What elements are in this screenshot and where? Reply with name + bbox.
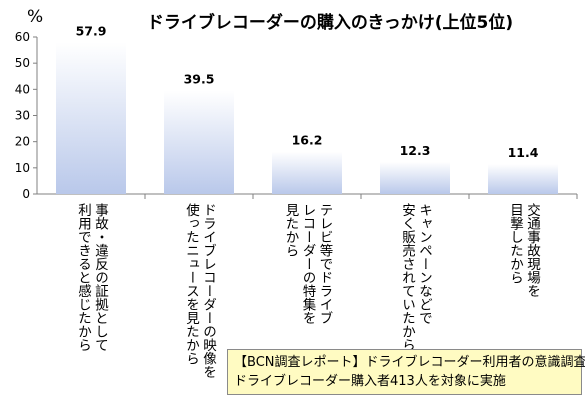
data-label: 39.5: [184, 72, 215, 87]
survey-note: 【BCN調査レポート】ドライブレコーダー利用者の意識調査 ドライブレコーダー購入…: [227, 349, 585, 395]
data-label: 16.2: [292, 133, 323, 148]
note-line-2: ドライブレコーダー購入者413人を対象に実施: [234, 374, 506, 389]
y-tick-label: 0: [22, 187, 30, 201]
y-tick-label: 40: [15, 82, 30, 96]
y-tick-label: 50: [15, 56, 30, 70]
note-line-1: 【BCN調査レポート】ドライブレコーダー利用者の意識調査: [234, 355, 585, 370]
data-label: 12.3: [400, 143, 431, 158]
bar: [56, 42, 126, 195]
category-label: テレビ等でドライブ レコーダーの特集を 見たから: [282, 203, 333, 325]
y-tick-label: 20: [15, 135, 30, 149]
bar: [488, 164, 558, 194]
category-label: キャンペーンなどで 安く販売されていたから: [399, 203, 432, 352]
category-label: 交通事故現場を 目撃したから: [507, 203, 540, 298]
bar: [380, 161, 450, 194]
bar: [272, 151, 342, 194]
category-label: 事故・違反の証拠として 利用できると感じたから: [75, 203, 108, 352]
bar: [164, 90, 234, 194]
unit-label: %: [27, 7, 44, 27]
data-label: 57.9: [76, 23, 107, 38]
y-tick-label: 30: [15, 109, 30, 123]
category-label: ドライブレコーダーの映像を 使ったニュースを見たから: [183, 203, 216, 379]
y-tick-label: 10: [15, 161, 30, 175]
data-label: 11.4: [508, 145, 539, 160]
y-tick-label: 60: [15, 30, 30, 44]
chart-title: ドライブレコーダーの購入のきっかけ(上位5位): [146, 13, 514, 33]
